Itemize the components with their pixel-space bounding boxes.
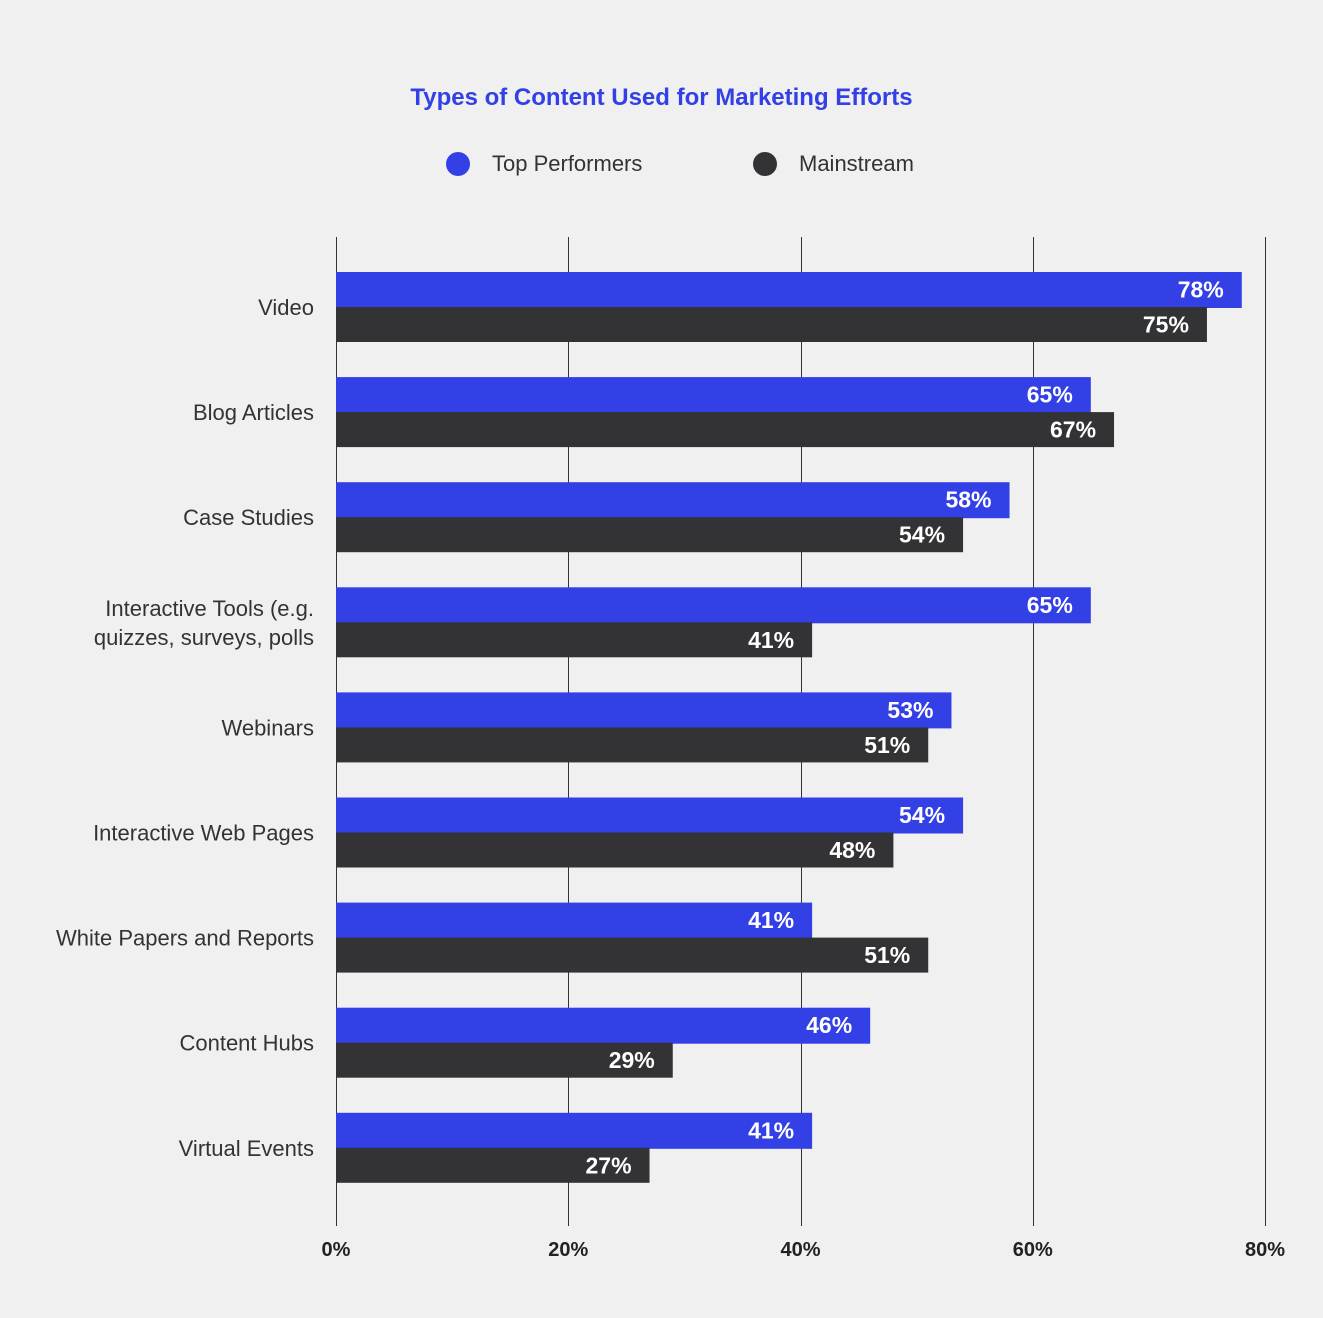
category-label-3: Interactive Tools (e.g. quizzes, surveys,…: [94, 596, 314, 650]
bar-value-label-top-performers-4: 53%: [887, 697, 933, 723]
bar-value-label-top-performers-7: 46%: [806, 1012, 852, 1038]
bar-value-label-top-performers-1: 65%: [1027, 382, 1073, 408]
bar-value-label-top-performers-2: 58%: [945, 487, 991, 513]
bar-mainstream-3: [336, 622, 813, 658]
x-tick-label-0pct: 0%: [322, 1239, 351, 1261]
x-tick-label-20pct: 20%: [548, 1239, 588, 1261]
category-label-5: Interactive Web Pages: [93, 821, 314, 846]
bar-value-label-mainstream-4: 51%: [864, 732, 910, 758]
bar-value-label-mainstream-8: 27%: [585, 1152, 631, 1178]
bar-mainstream-5: [336, 832, 894, 868]
bar-value-label-mainstream-6: 51%: [864, 942, 910, 968]
x-tick-label-80pct: 80%: [1245, 1239, 1285, 1261]
legend-item-top-performers: Top Performers: [446, 148, 642, 180]
bar-mainstream-4: [336, 727, 929, 763]
legend-swatch-top-performers: [446, 152, 470, 176]
legend-label-mainstream: Mainstream: [799, 151, 914, 176]
bar-value-label-top-performers-8: 41%: [748, 1117, 794, 1143]
bar-mainstream-1: [336, 412, 1115, 448]
bar-value-label-top-performers-3: 65%: [1027, 592, 1073, 618]
bar-value-label-mainstream-1: 67%: [1050, 417, 1096, 443]
chart-title: Types of Content Used for Marketing Effo…: [410, 84, 913, 111]
bar-mainstream-8: [336, 1147, 650, 1183]
category-label-4: Webinars: [221, 715, 314, 740]
bar-value-label-mainstream-0: 75%: [1143, 312, 1189, 338]
category-label-2: Case Studies: [183, 505, 314, 530]
bar-mainstream-2: [336, 517, 964, 553]
legend-label-top-performers: Top Performers: [492, 151, 643, 176]
bar-top-performers-1: [336, 377, 1091, 414]
bar-value-label-mainstream-5: 48%: [829, 837, 875, 863]
legend-swatch-mainstream: [753, 152, 777, 176]
category-label-8: Virtual Events: [179, 1136, 314, 1161]
bar-mainstream-7: [336, 1042, 673, 1078]
bar-top-performers-4: [336, 692, 952, 729]
bar-top-performers-3: [336, 587, 1091, 624]
legend-item-mainstream: Mainstream: [753, 148, 914, 180]
category-label-7: Content Hubs: [179, 1031, 314, 1056]
bar-top-performers-5: [336, 797, 964, 834]
bar-top-performers-6: [336, 902, 813, 939]
bar-top-performers-8: [336, 1112, 813, 1149]
bar-value-label-mainstream-3: 41%: [748, 627, 794, 653]
bar-value-label-mainstream-7: 29%: [609, 1047, 655, 1073]
bar-mainstream-0: [336, 307, 1207, 342]
x-tick-label-40pct: 40%: [780, 1239, 820, 1261]
bar-value-label-top-performers-6: 41%: [748, 907, 794, 933]
bar-mainstream-6: [336, 937, 929, 973]
category-label-6: White Papers and Reports: [56, 926, 314, 951]
bar-top-performers-0: [336, 272, 1242, 308]
category-label-1: Blog Articles: [193, 400, 314, 425]
bar-value-label-top-performers-5: 54%: [899, 802, 945, 828]
bar-value-label-top-performers-0: 78%: [1178, 277, 1224, 303]
category-label-0: Video: [258, 295, 314, 320]
bar-top-performers-2: [336, 482, 1010, 519]
bar-top-performers-7: [336, 1007, 871, 1044]
bar-value-label-mainstream-2: 54%: [899, 522, 945, 548]
x-tick-label-60pct: 60%: [1013, 1239, 1053, 1261]
